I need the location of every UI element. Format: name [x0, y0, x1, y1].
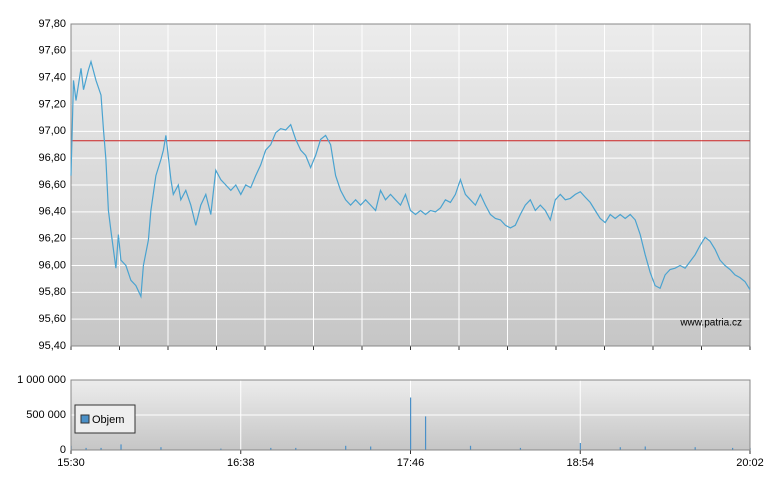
layer: 95,40 95,60 95,80 96,00 96,20 96,40 96,60 96,80…	[17, 18, 764, 469]
y-tick-label: 97,40	[38, 72, 66, 84]
y-tick-label: 95,60	[38, 313, 66, 325]
volume-bar	[295, 447, 297, 450]
legend-label: Objem	[92, 414, 124, 426]
plot-border	[70, 379, 751, 451]
y-tick-label: 95,80	[38, 286, 66, 298]
volume-bar	[410, 397, 412, 450]
volume-bar	[732, 447, 734, 450]
y-tick-label: 96,20	[38, 233, 66, 245]
volume-bar	[579, 443, 581, 450]
x-tick-label: 20:02	[736, 457, 764, 469]
y-tick-label: 97,60	[38, 45, 66, 57]
x-tick-label: 15:30	[57, 457, 85, 469]
volume-bar	[220, 448, 222, 450]
y-tick-label: 0	[60, 444, 66, 456]
volume-bar	[619, 447, 621, 450]
annotation: www.patria.cz	[679, 318, 742, 329]
y-tick-label: 95,40	[38, 340, 66, 352]
legend-swatch	[80, 414, 90, 424]
volume-bar	[469, 445, 472, 450]
price-line	[70, 59, 751, 299]
x-tick-label: 16:38	[227, 457, 255, 469]
y-tick-label: 97,80	[38, 18, 66, 30]
volume-bar	[345, 445, 347, 450]
y-tick-label: 500 000	[26, 409, 66, 421]
y-tick-label: 96,80	[38, 152, 66, 164]
volume-bar	[100, 447, 102, 450]
x-tick-label: 18:54	[566, 457, 594, 469]
volume-bar	[160, 447, 162, 450]
y-tick-label: 1 000 000	[17, 374, 66, 386]
volume-bar	[519, 447, 522, 450]
volume-bar	[644, 446, 646, 450]
volume-bar	[424, 416, 427, 450]
volume-bar	[270, 447, 272, 450]
volume-bar	[370, 446, 372, 450]
plot-border	[70, 23, 751, 347]
y-tick-label: 96,40	[38, 206, 66, 218]
volume-bar	[85, 447, 87, 450]
volume-bar	[694, 447, 696, 450]
y-tick-label: 97,00	[38, 125, 66, 137]
y-tick-label: 96,60	[38, 179, 66, 191]
volume-bar	[120, 444, 122, 450]
x-tick-label: 17:46	[397, 457, 425, 469]
y-tick-label: 97,20	[38, 98, 66, 110]
y-tick-label: 96,00	[38, 259, 66, 271]
